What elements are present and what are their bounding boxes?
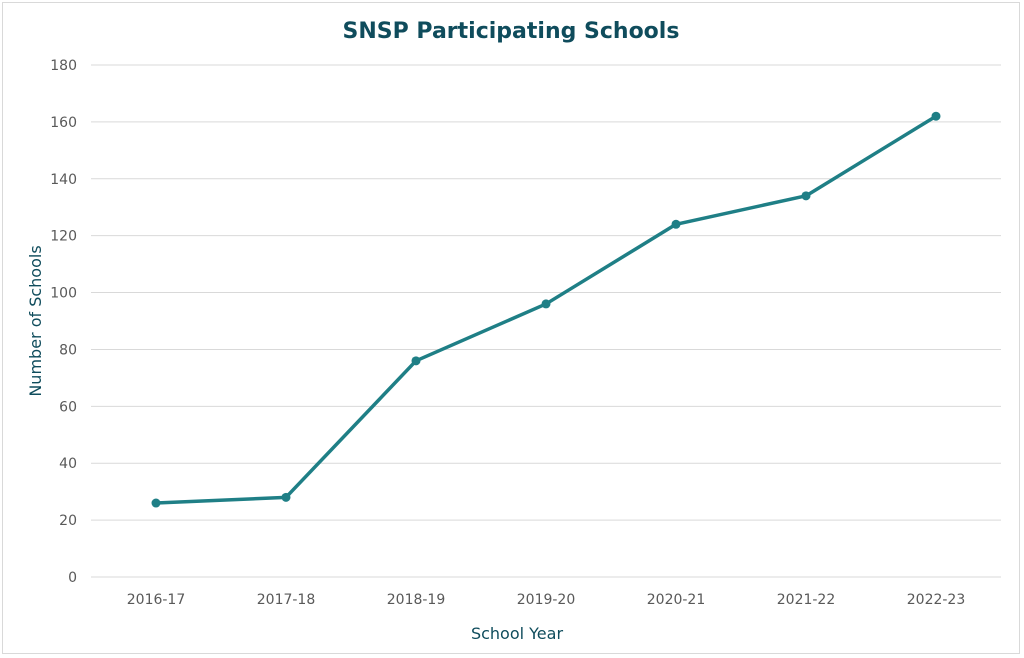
y-tick-label: 180 xyxy=(50,58,77,74)
data-point xyxy=(671,219,681,229)
x-tick-label: 2019-20 xyxy=(517,592,576,608)
x-tick-label: 2017-18 xyxy=(257,592,316,608)
y-tick-label: 60 xyxy=(59,399,77,415)
gridlines xyxy=(91,64,1001,578)
y-tick-label: 0 xyxy=(68,570,77,586)
data-point xyxy=(801,191,811,201)
y-tick-label: 40 xyxy=(59,456,77,472)
data-point xyxy=(281,492,291,502)
x-tick-label: 2022-23 xyxy=(907,592,966,608)
y-tick-label: 80 xyxy=(59,342,77,358)
data-points xyxy=(151,111,941,508)
series-line xyxy=(154,114,938,505)
y-tick-label: 20 xyxy=(59,513,77,529)
x-tick-label: 2016-17 xyxy=(127,592,186,608)
data-point xyxy=(931,111,941,121)
series-line-group xyxy=(154,114,938,505)
data-point xyxy=(541,299,551,309)
y-tick-labels: 0 20 40 60 80 100 120 140 160 180 xyxy=(50,58,77,586)
x-axis-title: School Year xyxy=(471,624,564,643)
data-point xyxy=(411,356,421,366)
y-tick-label: 160 xyxy=(50,115,77,131)
data-point xyxy=(151,498,161,508)
x-tick-labels: 2016-17 2017-18 2018-19 2019-20 2020-21 2021-… xyxy=(127,592,966,608)
y-tick-label: 140 xyxy=(50,172,77,188)
x-tick-label: 2020-21 xyxy=(647,592,706,608)
y-tick-label: 100 xyxy=(50,286,77,302)
y-tick-label: 120 xyxy=(50,229,77,245)
chart-title: SNSP Participating Schools xyxy=(343,19,680,44)
y-axis-title: Number of Schools xyxy=(26,245,45,396)
x-tick-label: 2021-22 xyxy=(777,592,836,608)
x-tick-label: 2018-19 xyxy=(387,592,446,608)
